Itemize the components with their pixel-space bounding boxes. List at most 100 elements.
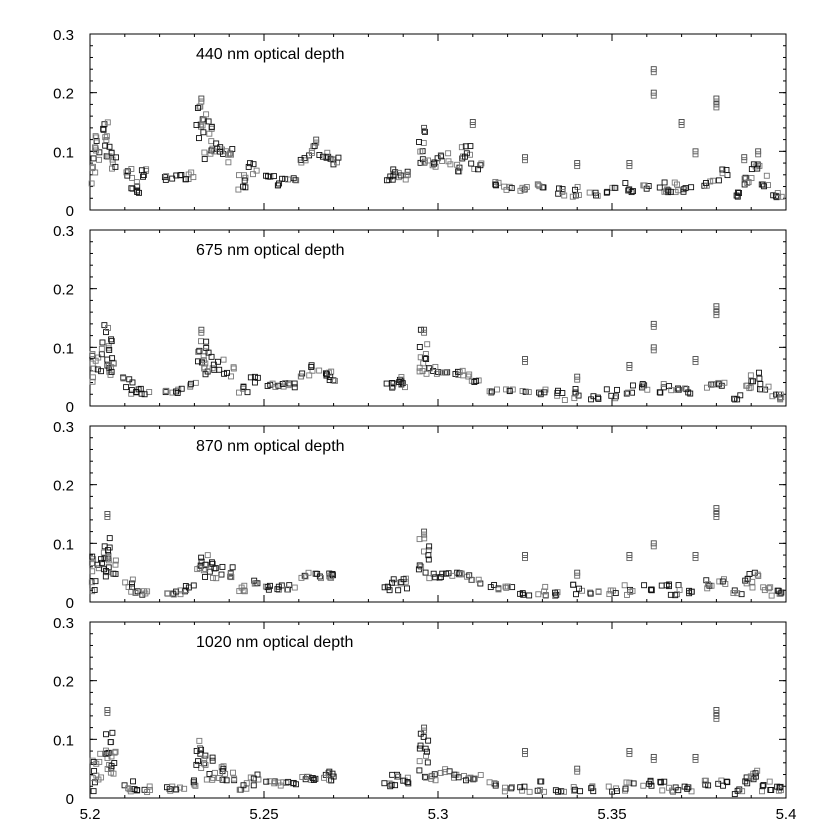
data-point bbox=[129, 576, 136, 583]
data-point bbox=[734, 189, 741, 196]
data-point bbox=[555, 387, 561, 394]
data-point bbox=[724, 779, 731, 786]
data-point bbox=[526, 788, 533, 795]
data-point bbox=[692, 753, 699, 760]
data-point bbox=[202, 561, 209, 568]
data-point bbox=[623, 390, 630, 397]
data-point bbox=[667, 591, 674, 598]
panel-title: 1020 nm optical depth bbox=[196, 634, 353, 651]
data-point bbox=[94, 366, 101, 373]
data-point bbox=[90, 788, 97, 795]
data-point bbox=[470, 776, 477, 783]
y-tick-label: 0.3 bbox=[53, 223, 74, 240]
data-point bbox=[130, 778, 137, 785]
data-points bbox=[89, 303, 785, 404]
data-point bbox=[111, 749, 118, 756]
data-point bbox=[381, 780, 388, 787]
data-point bbox=[89, 378, 96, 385]
data-point bbox=[749, 578, 756, 585]
data-point bbox=[253, 167, 260, 174]
data-point bbox=[750, 161, 757, 168]
data-point bbox=[392, 169, 399, 176]
data-point bbox=[203, 111, 210, 118]
data-point bbox=[759, 783, 766, 790]
data-point bbox=[422, 569, 429, 576]
data-point bbox=[298, 159, 305, 166]
data-point bbox=[461, 153, 468, 160]
data-point bbox=[128, 166, 135, 172]
data-point bbox=[291, 384, 298, 391]
data-point bbox=[570, 581, 577, 588]
data-point bbox=[240, 183, 247, 190]
data-point bbox=[588, 785, 595, 792]
data-point bbox=[105, 324, 111, 331]
data-point bbox=[454, 161, 461, 168]
data-point bbox=[703, 180, 709, 186]
data-point bbox=[169, 175, 176, 182]
data-point bbox=[741, 154, 748, 161]
data-point bbox=[182, 583, 189, 589]
data-point bbox=[328, 574, 335, 581]
data-point bbox=[219, 776, 226, 783]
data-point bbox=[641, 582, 648, 589]
data-point bbox=[678, 122, 685, 128]
data-point bbox=[541, 788, 548, 795]
data-point bbox=[492, 181, 499, 188]
data-point bbox=[682, 385, 689, 392]
data-point bbox=[229, 564, 236, 571]
data-point bbox=[626, 163, 633, 170]
data-point bbox=[313, 136, 320, 143]
data-point bbox=[730, 590, 737, 596]
data-point bbox=[174, 390, 181, 396]
data-point bbox=[561, 192, 568, 199]
data-point bbox=[324, 149, 331, 156]
data-point bbox=[416, 368, 423, 375]
data-point bbox=[279, 175, 286, 182]
data-point bbox=[757, 381, 764, 387]
data-point bbox=[769, 393, 776, 400]
data-point bbox=[519, 388, 526, 394]
data-point bbox=[595, 589, 602, 596]
data-point bbox=[101, 121, 108, 128]
data-point bbox=[417, 148, 424, 155]
data-point bbox=[129, 379, 136, 386]
data-point bbox=[561, 788, 567, 795]
data-point bbox=[88, 579, 95, 586]
data-point bbox=[765, 182, 771, 189]
data-point bbox=[572, 192, 579, 199]
data-point bbox=[213, 575, 220, 582]
data-point bbox=[647, 586, 654, 593]
data-point bbox=[477, 772, 484, 779]
data-point bbox=[501, 183, 508, 190]
data-point bbox=[312, 775, 319, 782]
data-point bbox=[650, 89, 657, 96]
data-point bbox=[423, 370, 430, 377]
data-point bbox=[220, 356, 227, 363]
data-point bbox=[105, 345, 112, 352]
data-point bbox=[432, 777, 439, 784]
data-point bbox=[763, 172, 770, 179]
data-point bbox=[99, 339, 106, 346]
data-point bbox=[522, 388, 529, 395]
data-point bbox=[777, 787, 784, 794]
data-point bbox=[91, 587, 98, 593]
data-point bbox=[105, 557, 112, 564]
data-point bbox=[487, 584, 494, 591]
data-point bbox=[403, 585, 410, 592]
data-point bbox=[647, 777, 654, 784]
data-point bbox=[231, 777, 238, 784]
data-point bbox=[625, 389, 632, 396]
data-point bbox=[103, 329, 109, 336]
data-point bbox=[768, 787, 775, 793]
data-point bbox=[426, 575, 433, 582]
data-point bbox=[525, 389, 532, 396]
data-point bbox=[455, 168, 462, 175]
data-point bbox=[509, 386, 516, 393]
data-point bbox=[250, 775, 257, 782]
data-point bbox=[211, 366, 218, 373]
data-point bbox=[760, 782, 767, 788]
data-point bbox=[196, 737, 203, 744]
data-point bbox=[723, 778, 730, 785]
data-point bbox=[542, 592, 549, 599]
